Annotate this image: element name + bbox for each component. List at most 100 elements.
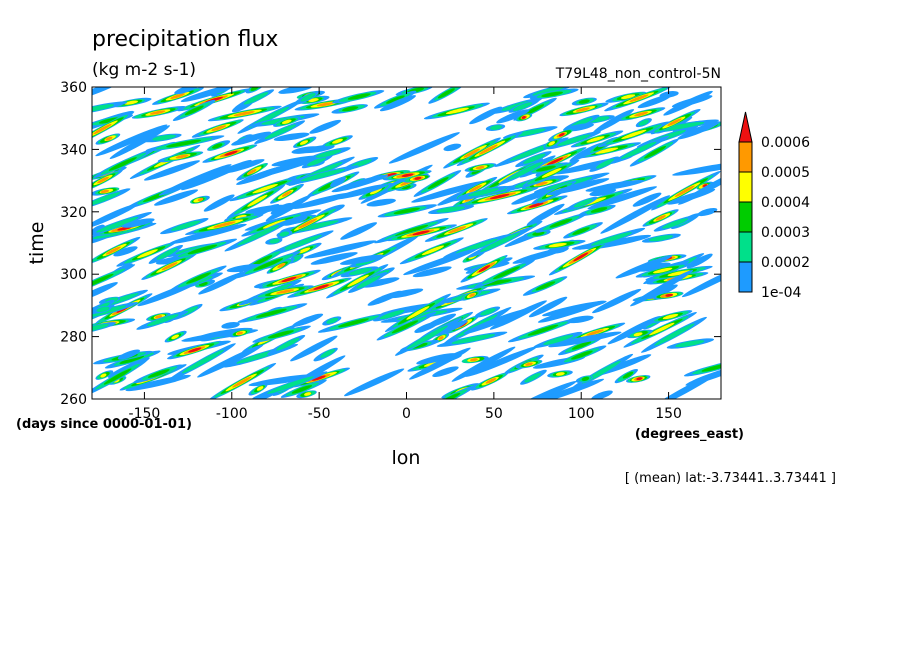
rain-cell: [515, 381, 577, 399]
rain-cell: [626, 375, 651, 383]
rain-cell: [157, 151, 204, 163]
y-axis-units: (days since 0000-01-01): [16, 417, 192, 432]
rain-cell: [399, 237, 464, 265]
rain-cell: [121, 218, 155, 228]
y-tick-label: 300: [60, 267, 87, 283]
colorbar-level-label: 1e-04: [761, 285, 801, 301]
rain-cell: [566, 196, 598, 211]
rain-cell: [604, 87, 671, 112]
colorbar-swatch-1: [738, 261, 753, 293]
rain-cell: [474, 259, 536, 288]
rain-cell: [221, 322, 240, 329]
rain-cell: [313, 347, 338, 362]
colorbar-swatch-5: [738, 141, 753, 173]
rain-cell: [443, 143, 462, 152]
rain-cell: [331, 104, 368, 114]
rain-cell: [146, 312, 171, 322]
rain-cell: [388, 132, 460, 164]
colorbar-level-label: 0.0005: [761, 165, 810, 181]
rain-cell: [231, 131, 272, 146]
rain-cell: [614, 368, 638, 384]
rain-cell: [174, 87, 200, 95]
rain-cell: [296, 390, 317, 399]
rain-cell: [458, 187, 539, 207]
colorbar-level-label: 0.0006: [761, 135, 810, 151]
rain-cell: [109, 125, 170, 159]
rain-cell: [164, 330, 187, 343]
rain-cell: [605, 91, 647, 103]
rain-cell: [92, 187, 120, 196]
rain-cell: [131, 105, 186, 119]
rain-cell: [470, 372, 509, 391]
rain-cell: [245, 87, 265, 94]
rain-cell: [587, 186, 658, 210]
rain-cell: [236, 162, 268, 181]
rain-cell: [666, 188, 716, 205]
rain-cell: [521, 177, 564, 190]
rain-cell: [207, 105, 282, 122]
rain-cell: [386, 224, 457, 242]
rain-cell: [301, 154, 334, 169]
rain-cell: [469, 106, 503, 125]
rain-cell: [535, 213, 588, 233]
rain-cell: [511, 187, 558, 205]
colorbar-level-label: 0.0003: [761, 225, 810, 241]
rain-cell: [207, 140, 231, 151]
rain-cell: [666, 338, 715, 349]
rain-cell: [226, 263, 263, 273]
rain-cell: [143, 133, 182, 143]
rain-cell: [681, 265, 721, 298]
rain-cell: [428, 87, 467, 104]
rain-cell: [424, 385, 475, 399]
rain-cell: [600, 195, 671, 234]
rain-cell: [548, 331, 622, 348]
rain-cell: [251, 285, 314, 299]
rain-cell: [167, 343, 236, 382]
rain-cell: [672, 160, 721, 176]
rain-cell: [360, 277, 400, 288]
rain-cell: [423, 102, 490, 120]
rain-cell: [623, 312, 697, 348]
rain-cell: [635, 118, 652, 128]
rain-cell: [92, 282, 118, 302]
rain-cell: [116, 241, 176, 267]
rain-cell: [208, 362, 277, 399]
rain-cell: [424, 218, 488, 242]
rain-cell: [653, 215, 697, 232]
rain-cell: [92, 203, 139, 229]
rain-cell: [685, 364, 721, 386]
rain-cell: [273, 132, 310, 142]
rain-cell: [248, 374, 319, 387]
rain-cell: [559, 102, 609, 117]
latitude-mean-note: [ (mean) lat:-3.73441..3.73441 ]: [625, 471, 836, 486]
rain-cell: [578, 204, 616, 217]
rain-cell: [133, 364, 183, 384]
rain-cell: [251, 371, 328, 399]
rain-cell: [641, 233, 681, 243]
rain-cell: [522, 159, 580, 187]
rain-cell: [520, 369, 547, 385]
rain-cell: [557, 345, 607, 365]
rain-cell: [332, 90, 385, 104]
rain-cell: [457, 186, 508, 199]
rain-cell: [92, 306, 112, 314]
rain-cell: [158, 164, 232, 196]
rain-cell: [92, 212, 152, 238]
chart-title: precipitation flux: [92, 27, 278, 52]
rain-cell: [202, 144, 258, 163]
rain-cell: [287, 277, 352, 298]
rain-cell: [411, 180, 488, 203]
x-tick-label: -150: [129, 406, 161, 422]
rain-cell: [474, 306, 501, 318]
rain-cell: [92, 87, 123, 99]
colorbar-level-label: 0.0004: [761, 195, 810, 211]
rain-cell: [414, 321, 439, 333]
rain-cell: [348, 271, 388, 293]
colorbar-level-label: 0.0002: [761, 255, 810, 271]
rain-cell: [485, 124, 506, 131]
rain-cell: [403, 248, 477, 276]
rain-cell: [229, 175, 303, 202]
colorbar: 1e-04 0.0002 0.0003 0.0004 0.0005 0.0006: [738, 111, 810, 301]
rain-cell: [515, 359, 543, 369]
rain-cell: [432, 366, 459, 378]
